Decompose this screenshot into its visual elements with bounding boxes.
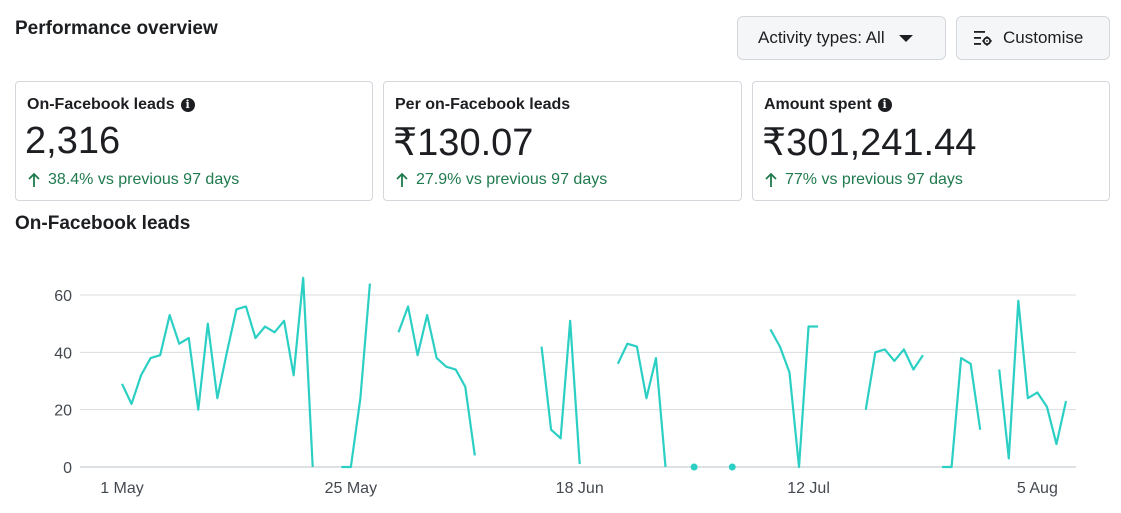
metric-label-text: On-Facebook leads: [27, 96, 175, 113]
customise-button[interactable]: Customise: [956, 16, 1110, 60]
metric-value: 2,316: [25, 120, 121, 162]
metric-card-leads: On-Facebook leads i 2,316 38.4% vs previ…: [15, 81, 373, 201]
series-line-segment: [341, 283, 372, 469]
data-point[interactable]: [728, 463, 736, 471]
metric-delta-text: 77% vs previous 97 days: [785, 171, 963, 188]
x-tick-label: 5 Aug: [1017, 480, 1058, 497]
metric-label: Per on-Facebook leads: [395, 96, 570, 114]
arrow-up-icon: [28, 172, 40, 187]
page-title: Performance overview: [15, 18, 218, 39]
metric-delta: 38.4% vs previous 97 days: [27, 171, 239, 189]
series-line-segment: [998, 299, 1068, 460]
activity-types-dropdown[interactable]: Activity types: All: [737, 16, 946, 60]
metric-delta: 27.9% vs previous 97 days: [395, 171, 607, 189]
y-tick-label: 20: [54, 403, 72, 420]
metric-label-text: Per on-Facebook leads: [395, 96, 571, 113]
x-tick-label: 12 Jul: [787, 480, 830, 497]
metric-value: ₹130.07: [393, 122, 534, 164]
series-line-segment: [397, 305, 476, 456]
metric-delta-text: 27.9% vs previous 97 days: [416, 171, 608, 188]
info-icon[interactable]: i: [877, 98, 892, 112]
series-line-segment: [942, 356, 982, 469]
series-line-segment: [616, 342, 667, 468]
arrow-up-icon: [396, 172, 408, 187]
metric-card-cost-per-lead: Per on-Facebook leads ₹130.07 27.9% vs p…: [383, 81, 742, 201]
metric-value: ₹301,241.44: [762, 122, 977, 164]
metric-card-amount-spent: Amount spent i ₹301,241.44 77% vs previo…: [752, 81, 1110, 201]
y-tick-label: 0: [63, 460, 72, 477]
customise-icon: [974, 31, 992, 46]
series-line-segment: [864, 348, 924, 410]
series-line-segment: [769, 325, 819, 469]
y-tick-label: 40: [54, 345, 72, 362]
data-point[interactable]: [690, 463, 698, 471]
customise-label: Customise: [1003, 28, 1084, 47]
metric-label: Amount spent i: [764, 96, 892, 114]
caret-down-icon: [898, 34, 913, 42]
y-tick-label: 60: [54, 288, 72, 305]
metric-label-text: Amount spent: [764, 96, 872, 113]
metric-label: On-Facebook leads i: [27, 96, 195, 114]
arrow-up-icon: [765, 172, 777, 187]
metric-delta: 77% vs previous 97 days: [764, 171, 963, 189]
series-line-segment: [121, 276, 314, 468]
x-tick-label: 18 Jun: [556, 480, 604, 497]
metric-delta-text: 38.4% vs previous 97 days: [48, 171, 240, 188]
activity-types-label: Activity types: All: [758, 28, 885, 47]
x-tick-label: 25 May: [325, 480, 377, 497]
info-icon[interactable]: i: [180, 98, 195, 112]
x-tick-label: 1 May: [100, 480, 144, 497]
series-line-segment: [540, 319, 581, 465]
chart-title: On-Facebook leads: [15, 213, 191, 234]
